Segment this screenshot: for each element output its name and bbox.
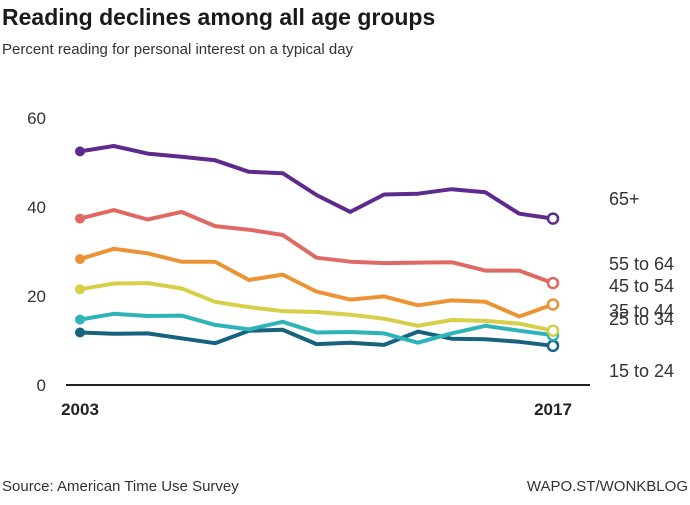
start-point [75, 284, 85, 295]
end-point [546, 298, 560, 311]
end-point [546, 324, 560, 337]
series-line [78, 281, 555, 333]
series-line [78, 208, 555, 286]
y-tick-label: 40 [27, 198, 46, 217]
source-note: Source: American Time Use Survey [2, 478, 239, 495]
start-point [75, 314, 85, 325]
series-line [78, 311, 555, 345]
series-line [78, 327, 555, 348]
chart-subtitle: Percent reading for personal interest on… [2, 41, 354, 58]
series-label: 35 to 44 [609, 301, 674, 321]
x-tick-label: 2017 [534, 400, 572, 419]
series-line [78, 246, 555, 319]
y-tick-label: 20 [27, 287, 46, 306]
end-point [546, 212, 560, 225]
x-tick-label: 2003 [61, 400, 99, 419]
chart-title: Reading declines among all age groups [2, 4, 436, 30]
series-label: 65+ [609, 189, 640, 209]
series-label: 25 to 34 [609, 309, 674, 329]
start-point [75, 254, 85, 265]
start-point [75, 213, 85, 224]
y-tick-label: 0 [37, 376, 46, 395]
series-line [78, 144, 555, 221]
start-point [75, 327, 85, 338]
series-label: 15 to 24 [609, 361, 674, 381]
series-label: 45 to 54 [609, 276, 674, 296]
y-tick-label: 60 [27, 109, 46, 128]
end-point [546, 276, 560, 290]
start-point [75, 146, 85, 157]
series-label: 55 to 64 [609, 254, 674, 274]
credit-note: WAPO.ST/WONKBLOG [526, 478, 688, 495]
end-point [546, 339, 560, 353]
